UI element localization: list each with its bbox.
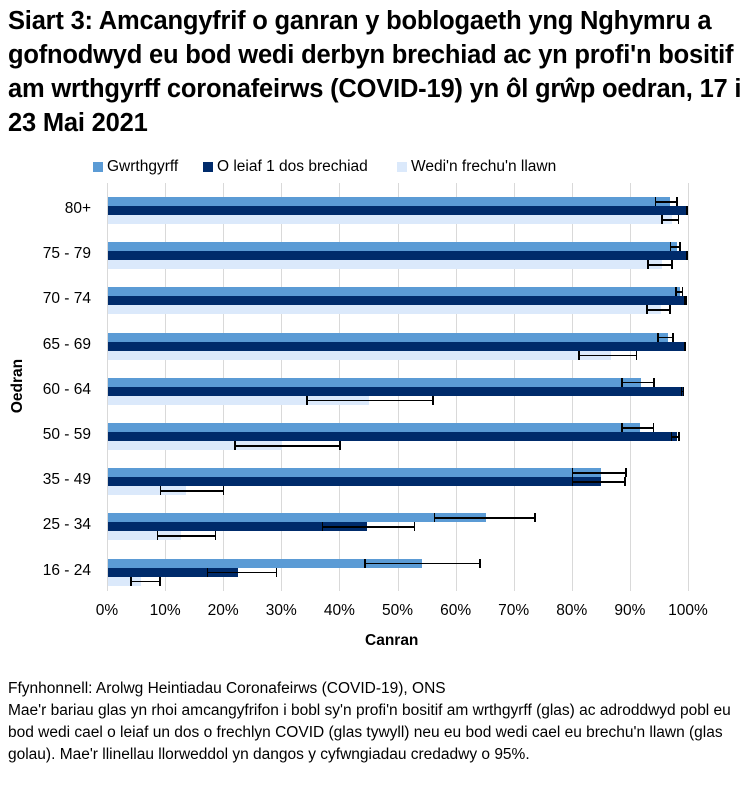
legend-label: Wedi'n frechu'n llawn [411, 158, 557, 175]
y-axis-category-label: 60 - 64 [42, 380, 91, 398]
x-axis-tick-label: 100% [668, 602, 708, 619]
source-note: Ffynhonnell: Arolwg Heintiadau Coronafei… [8, 680, 446, 697]
error-bar [364, 559, 481, 567]
error-bar [571, 478, 626, 485]
bar [108, 441, 282, 450]
bar [108, 251, 687, 261]
bar [108, 386, 683, 396]
error-bar [685, 252, 689, 259]
bar [108, 260, 663, 270]
error-bar [306, 396, 434, 404]
y-axis-category-label: 50 - 59 [42, 426, 91, 443]
error-bar [206, 568, 278, 576]
x-axis-tick-label: 20% [207, 602, 239, 619]
legend-item-antibodies: Gwrthgyrff [93, 158, 178, 176]
chart-title: Siart 3: Amcangyfrif o ganran y boblogae… [8, 7, 742, 137]
y-axis-category-label: 16 - 24 [42, 561, 91, 579]
legend-swatch-fully-vaccinated [397, 162, 407, 172]
error-bar [159, 487, 225, 494]
bar [108, 576, 142, 586]
x-axis-title: Canran [365, 632, 419, 649]
error-bar [661, 216, 680, 223]
bar [108, 377, 642, 387]
y-axis-title: Oedran [9, 358, 26, 414]
y-axis-category-label: 65 - 69 [42, 335, 91, 353]
bar [108, 350, 612, 360]
x-axis-tick-label: 70% [498, 602, 530, 619]
x-axis-tick-label: 0% [95, 602, 119, 619]
x-axis-tick-label: 60% [440, 602, 472, 619]
bar [108, 287, 680, 297]
error-bar [130, 577, 161, 585]
bar [108, 558, 422, 568]
bar [108, 305, 661, 315]
x-axis-tick-label: 50% [381, 602, 414, 619]
bar [108, 513, 486, 523]
y-axis-category-label: 25 - 34 [42, 516, 91, 534]
description-note: Mae'r bariau glas yn rhoi amcangyfrifon … [8, 702, 731, 763]
bar [108, 522, 367, 532]
x-axis-tick-label: 30% [265, 602, 297, 619]
gridline [688, 183, 689, 591]
bar [108, 242, 677, 252]
error-bar [670, 433, 680, 440]
x-axis-tick-label: 80% [556, 602, 588, 619]
bar [108, 486, 187, 496]
legend-swatch-one-dose [203, 162, 213, 172]
error-bar [578, 351, 638, 359]
error-bar [654, 198, 679, 205]
bar [108, 215, 672, 224]
x-axis-tick-label: 90% [614, 602, 646, 619]
y-axis-category-label: 70 - 74 [42, 290, 91, 308]
bar [108, 332, 668, 342]
x-axis-tick-label: 10% [149, 602, 181, 619]
legend-swatch-antibodies [93, 162, 103, 172]
chart-legend: Gwrthgyrff O leiaf 1 dos brechiad Wedi'n… [0, 158, 754, 180]
error-bar [571, 469, 628, 476]
legend-item-one-dose: O leiaf 1 dos brechiad [203, 158, 368, 176]
error-bar [621, 424, 655, 431]
legend-item-fully-vaccinated: Wedi'n frechu'n llawn [397, 158, 556, 176]
bar [108, 197, 670, 206]
bar [108, 341, 685, 351]
error-bar [657, 333, 674, 341]
error-bar [621, 378, 655, 386]
bar [108, 432, 677, 441]
plot-area [107, 183, 689, 591]
y-axis-category-label: 75 - 79 [42, 245, 91, 263]
error-bar [669, 243, 681, 250]
bar [108, 531, 182, 541]
error-bar [680, 387, 685, 395]
bar [108, 567, 238, 577]
chart-notes: Ffynhonnell: Arolwg Heintiadau Coronafei… [8, 678, 748, 766]
error-bar [433, 514, 536, 522]
error-bar [683, 342, 687, 350]
legend-label: O leiaf 1 dos brechiad [217, 158, 368, 175]
error-bar [156, 532, 217, 540]
bar [108, 296, 686, 306]
bar [108, 206, 687, 215]
error-bar [647, 261, 673, 268]
bar [108, 477, 602, 487]
error-bar [675, 288, 684, 296]
error-bar [321, 523, 416, 531]
error-bar [646, 306, 671, 314]
y-axis-category-label: 80+ [64, 200, 91, 217]
x-axis-tick-label: 40% [323, 602, 355, 619]
legend-label: Gwrthgyrff [107, 158, 179, 175]
y-axis-category-label: 35 - 49 [42, 471, 91, 489]
bar [108, 423, 640, 432]
error-bar [685, 207, 689, 214]
bar [108, 395, 370, 405]
y-axis-line [107, 183, 108, 591]
error-bar [234, 442, 341, 449]
error-bar [684, 297, 688, 305]
bar [108, 468, 602, 478]
